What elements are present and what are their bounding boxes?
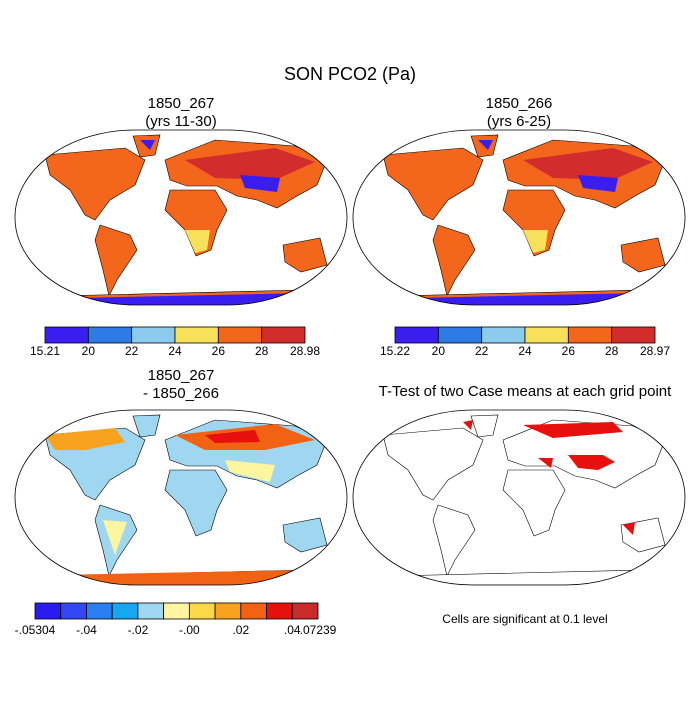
colorbar-label: 20: [82, 344, 96, 358]
colorbar-box: [611, 326, 656, 344]
colorbar-label: -.00: [179, 623, 200, 637]
colorbar-label: -.02: [128, 623, 149, 637]
panel-title: 1850_267: [148, 95, 215, 112]
colorbar-box: [34, 602, 62, 620]
note: Cells are significant at 0.1 level: [442, 612, 607, 626]
colorbar-box: [261, 326, 306, 344]
map: [352, 409, 686, 586]
colorbar-box: [137, 602, 165, 620]
colorbar-box: [86, 602, 113, 620]
panel-title: 1850_267: [148, 367, 215, 384]
colorbar-label: 28: [605, 344, 619, 358]
colorbar-box: [481, 326, 526, 344]
colorbar-box: [217, 326, 263, 344]
colorbar-box: [188, 602, 216, 620]
colorbar-label: .07239: [300, 623, 337, 637]
map: [352, 129, 686, 306]
panel-title: (yrs 11-30): [145, 113, 216, 130]
colorbar-label: 22: [475, 344, 489, 358]
colorbar-box: [131, 326, 176, 344]
colorbar-box: [291, 602, 319, 620]
colorbar-box: [44, 326, 89, 344]
panel-title: 1850_266: [486, 95, 553, 112]
colorbar-box: [174, 326, 219, 344]
panel-title: - 1850_266: [143, 385, 219, 402]
colorbar-label: 20: [432, 344, 446, 358]
colorbar-label: 26: [562, 344, 576, 358]
colorbar-label: 24: [168, 344, 182, 358]
figure-title: SON PCO2 (Pa): [284, 64, 416, 84]
colorbar-box: [214, 602, 242, 620]
colorbar-label: 24: [518, 344, 532, 358]
colorbar-box: [111, 602, 139, 620]
colorbar-box: [240, 602, 267, 620]
colorbar-label: .04: [284, 623, 301, 637]
colorbar-box: [87, 326, 133, 344]
colorbar-box: [524, 326, 569, 344]
colorbar-box: [266, 602, 293, 620]
colorbar-label: -.04: [76, 623, 97, 637]
colorbar-label: 22: [125, 344, 139, 358]
colorbar-label: 28: [255, 344, 269, 358]
colorbar-box: [394, 326, 439, 344]
colorbar-label: 15.22: [380, 344, 410, 358]
map: [14, 129, 348, 306]
colorbar-box: [163, 602, 190, 620]
colorbar-label: .02: [232, 623, 249, 637]
panel-title: (yrs 6-25): [487, 113, 551, 130]
colorbar-box: [60, 602, 87, 620]
colorbar-label: 28.98: [290, 344, 320, 358]
colorbar-label: 28.97: [640, 344, 670, 358]
map: [14, 409, 348, 586]
colorbar-label: 26: [212, 344, 226, 358]
panel-title: T-Test of two Case means at each grid po…: [379, 383, 672, 400]
colorbar-label: -.05304: [15, 623, 56, 637]
colorbar-label: 15.21: [30, 344, 60, 358]
colorbar-box: [567, 326, 613, 344]
colorbar-box: [437, 326, 483, 344]
